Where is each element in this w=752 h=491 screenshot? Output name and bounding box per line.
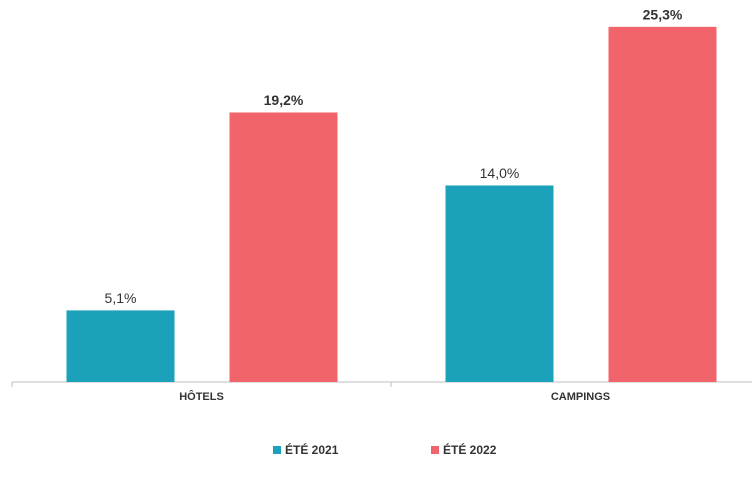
legend-swatch [273, 446, 281, 454]
bar [66, 310, 175, 382]
value-label: 19,2% [264, 92, 304, 108]
legend-label: ÉTÉ 2022 [443, 442, 497, 457]
bar [229, 112, 338, 383]
legend-swatch [431, 446, 439, 454]
x-tick-label: CAMPINGS [551, 391, 610, 403]
x-tick-label: HÔTELS [179, 390, 224, 403]
value-label: 14,0% [480, 165, 520, 181]
bar [608, 26, 717, 383]
bar [445, 185, 554, 382]
value-label: 25,3% [643, 7, 683, 23]
legend-label: ÉTÉ 2021 [285, 442, 339, 457]
value-label: 5,1% [105, 290, 137, 306]
